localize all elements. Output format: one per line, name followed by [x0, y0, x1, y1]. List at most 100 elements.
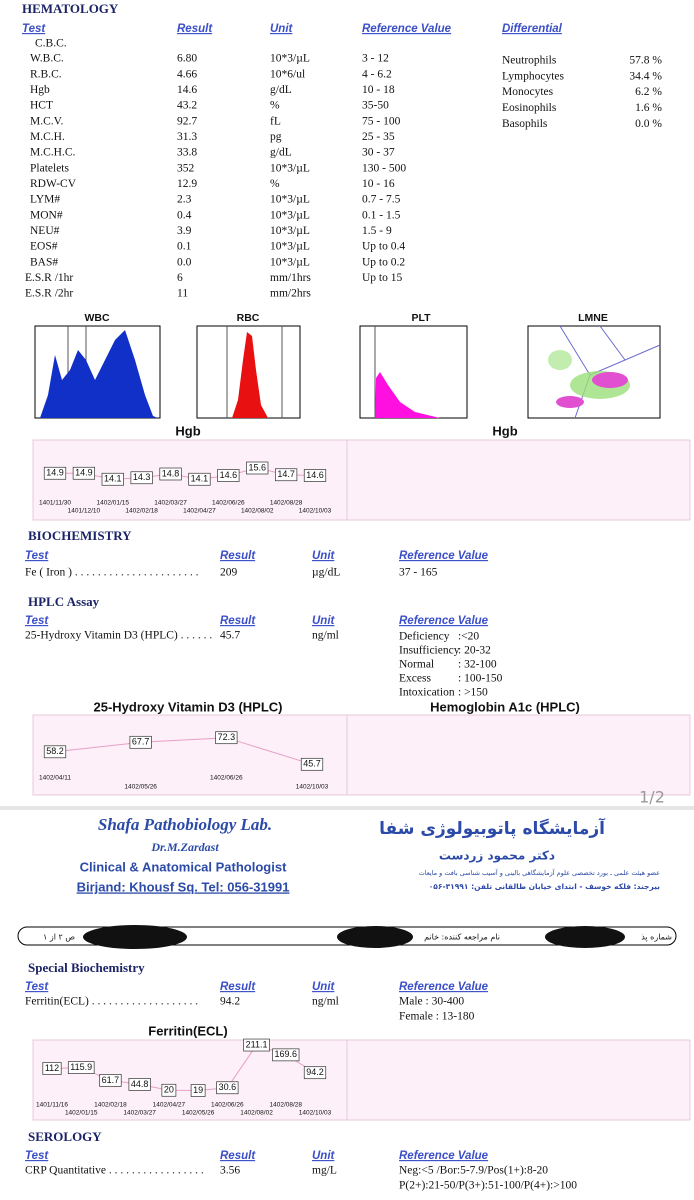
- column-header: Unit: [312, 1150, 336, 1162]
- value-label: 20: [164, 1085, 174, 1095]
- differential-name: Monocytes: [502, 86, 554, 98]
- date-label: 1401/11/30: [39, 500, 71, 507]
- date-label: 1401/11/16: [36, 1102, 68, 1109]
- reference: 30 - 37: [362, 147, 395, 159]
- reference-range: : 20-32: [458, 645, 491, 657]
- group-label: C.B.C.: [35, 38, 67, 50]
- section-title: SEROLOGY: [28, 1129, 102, 1144]
- date-label: 1402/03/27: [154, 500, 187, 507]
- column-header: Result: [220, 550, 256, 562]
- column-header: Reference Value: [399, 1150, 489, 1162]
- reference: 37 - 165: [399, 567, 438, 579]
- column-header: Reference Value: [362, 23, 452, 35]
- reference: Neg:<5 /Bor:5-7.9/Pos(1+):8-20: [399, 1165, 548, 1177]
- reference: 130 - 500: [362, 162, 406, 174]
- value-label: 61.7: [102, 1075, 120, 1085]
- chart-title: Hgb: [492, 423, 517, 438]
- value-label: 14.8: [162, 468, 180, 478]
- date-label: 1402/03/27: [123, 1110, 156, 1117]
- patient-label-fa: نام مراجعه کننده: خانم: [424, 933, 500, 942]
- value-label: 67.7: [132, 737, 150, 747]
- result: 31.3: [177, 131, 197, 143]
- value-box: [300, 757, 324, 771]
- plt-histogram: [375, 372, 440, 418]
- value-box: [99, 1074, 122, 1087]
- chart-title: 25-Hydroxy Vitamin D3 (HPLC): [93, 699, 282, 714]
- result: 6: [177, 272, 183, 284]
- unit: 10*3/µL: [270, 256, 310, 268]
- date-label: 1402/02/18: [94, 1102, 127, 1109]
- test-name: Ferritin(ECL) . . . . . . . . . . . . . …: [25, 996, 198, 1008]
- reference-range: : 100-150: [458, 673, 503, 685]
- value-label: 14.1: [104, 474, 122, 484]
- date-label: 1402/05/26: [124, 784, 157, 791]
- page-number-fa: ص ۲ از ۱: [43, 933, 75, 942]
- lmne-cloud: [548, 350, 572, 370]
- unit: 10*6/ul: [270, 68, 305, 80]
- test-name: E.S.R /1hr: [25, 272, 73, 284]
- histogram-title: WBC: [84, 312, 109, 324]
- column-header: Test: [22, 23, 46, 35]
- reference: 0.7 - 7.5: [362, 194, 401, 206]
- date-label: 1402/01/15: [97, 500, 130, 507]
- unit: g/dL: [270, 84, 292, 96]
- column-header: Reference Value: [399, 550, 489, 562]
- value-box: [72, 466, 96, 480]
- differential-value: 6.2 %: [635, 86, 662, 98]
- address-fa: بیرجند: فلکه خوسف - ابتدای خیابان طالقان…: [429, 882, 660, 891]
- unit: 10*3/µL: [270, 241, 310, 253]
- column-header: Reference Value: [399, 615, 489, 627]
- unit: 10*3/µL: [270, 225, 310, 237]
- reference-range: : 32-100: [458, 659, 497, 671]
- differential-name: Basophils: [502, 118, 548, 130]
- reference: Female : 13-180: [399, 1011, 475, 1023]
- column-header: Unit: [312, 615, 336, 627]
- trend-line: [55, 467, 316, 480]
- unit: pg: [270, 131, 282, 143]
- value-label: 44.8: [131, 1079, 149, 1089]
- value-box: [215, 731, 238, 745]
- date-label: 1402/10/03: [299, 508, 332, 515]
- page-break: [0, 806, 694, 810]
- reference-category: Insufficiency: [399, 645, 460, 657]
- unit: 10*3/µL: [270, 162, 310, 174]
- unit: g/dL: [270, 147, 292, 159]
- test-name: Platelets: [30, 162, 69, 174]
- test-name: R.B.C.: [30, 68, 62, 80]
- value-label: 30.6: [219, 1082, 237, 1092]
- value-box: [128, 1078, 151, 1091]
- test-name: LYM#: [30, 194, 60, 206]
- chart-box: [346, 714, 691, 796]
- result: 3.9: [177, 225, 192, 237]
- value-label: 112: [45, 1063, 59, 1073]
- test-name: W.B.C.: [30, 53, 64, 65]
- test-name: NEU#: [30, 225, 60, 237]
- differential-value: 34.4 %: [629, 70, 662, 82]
- reference: 3 - 12: [362, 53, 389, 65]
- reference: P(2+):21-50/P(3+):51-100/P(4+):>100: [399, 1180, 577, 1192]
- test-name: MON#: [30, 209, 63, 221]
- lab-name-fa: آزمایشگاه پاتوبیولوژی شفا: [379, 817, 606, 839]
- differential-value: 0.0 %: [635, 118, 662, 130]
- reference: 10 - 18: [362, 84, 395, 96]
- chart-title: Ferritin(ECL): [148, 1023, 227, 1038]
- value-label: 15.6: [248, 462, 266, 472]
- test-name: M.C.H.C.: [30, 147, 75, 159]
- column-header: Result: [220, 1150, 256, 1162]
- reference: Up to 0.4: [362, 241, 405, 253]
- value-label: 14.6: [306, 470, 324, 480]
- value-box: [129, 735, 152, 749]
- value-label: 94.2: [306, 1067, 324, 1077]
- date-label: 1402/10/03: [296, 784, 329, 791]
- result: 209: [220, 567, 238, 579]
- unit: µg/dL: [312, 567, 340, 579]
- reference: 25 - 35: [362, 131, 395, 143]
- test-name: BAS#: [30, 256, 58, 268]
- reference-range: : >150: [458, 687, 488, 699]
- value-label: 14.7: [277, 469, 295, 479]
- histogram-title: PLT: [411, 312, 431, 324]
- date-label: 1402/08/02: [240, 1110, 273, 1117]
- value-label: 72.3: [218, 732, 236, 742]
- test-name: E.S.R /2hr: [25, 288, 73, 300]
- column-header: Result: [177, 23, 213, 35]
